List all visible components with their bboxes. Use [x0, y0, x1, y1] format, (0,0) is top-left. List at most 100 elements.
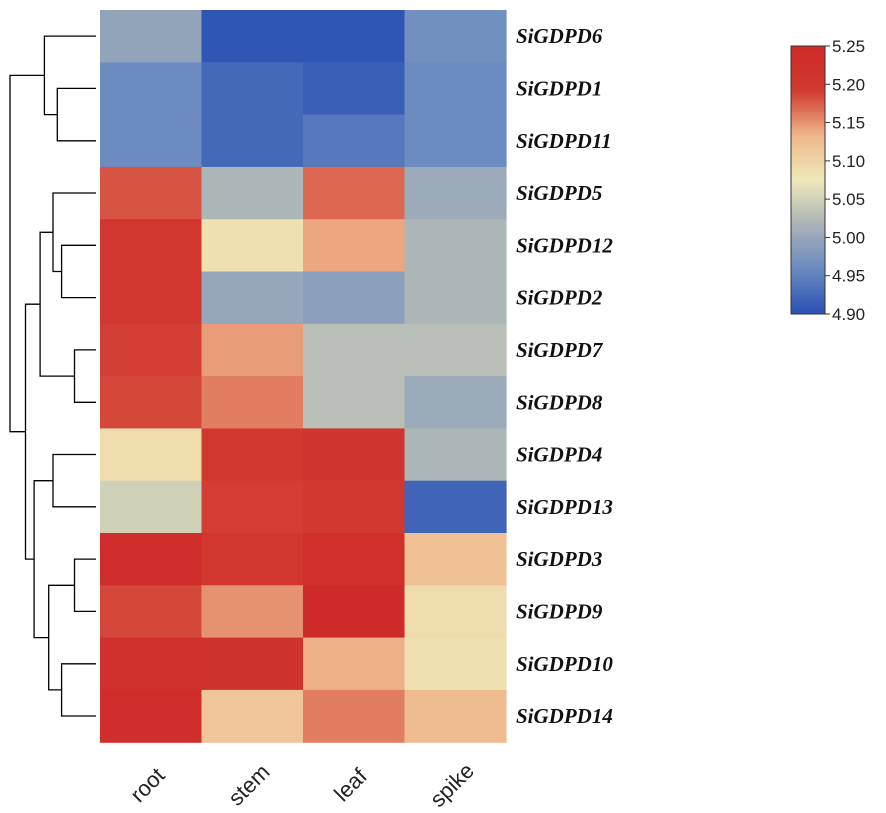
- row-label-SiGDPD10: SiGDPD10: [516, 652, 613, 676]
- heatmap-cell-SiGDPD13-root: [100, 480, 203, 534]
- heatmap-cell-SiGDPD10-root: [100, 637, 203, 691]
- row-dendrogram: [9, 35, 96, 717]
- colorbar: 5.25 5.20 5.15 5.10 5.05 5.00 4.95 4.90: [790, 37, 865, 324]
- heatmap-cell-SiGDPD12-stem: [201, 219, 304, 273]
- row-label-SiGDPD6: SiGDPD6: [516, 24, 603, 48]
- dendrogram-branch-12: [9, 74, 45, 433]
- colorbar-tick-label-5.15: 5.15: [832, 114, 865, 133]
- heatmap-cell-SiGDPD8-spike: [404, 376, 507, 429]
- dendrogram-branch-11: [24, 303, 41, 560]
- heatmap-cell-SiGDPD2-spike: [404, 271, 507, 325]
- column-label-leaf: leaf: [329, 763, 372, 806]
- heatmap-cell-SiGDPD5-stem: [201, 166, 304, 220]
- row-label-SiGDPD7: SiGDPD7: [516, 338, 604, 362]
- dendrogram-branch-3: [52, 192, 96, 273]
- heatmap-cell-SiGDPD10-leaf: [303, 637, 406, 691]
- colorbar-tick-label-5.25: 5.25: [832, 37, 865, 56]
- row-label-SiGDPD11: SiGDPD11: [516, 129, 612, 153]
- column-label-spike: spike: [425, 758, 479, 812]
- heatmap-cell-SiGDPD13-stem: [201, 480, 304, 534]
- heatmap-cell-SiGDPD9-leaf: [303, 585, 406, 639]
- heatmap-cell-SiGDPD6-spike: [404, 10, 507, 63]
- colorbar-tick-label-5.05: 5.05: [832, 190, 865, 209]
- dendrogram-branch-8: [60, 663, 96, 717]
- colorbar-tick-label-4.90: 4.90: [832, 305, 865, 324]
- heatmap-cell-SiGDPD14-leaf: [303, 689, 406, 743]
- heatmap-cell-SiGDPD2-stem: [201, 271, 304, 325]
- dendrogram-branch-5: [39, 231, 75, 377]
- colorbar-tick-label-5.00: 5.00: [832, 228, 865, 247]
- heatmap-cell-SiGDPD9-spike: [404, 585, 507, 639]
- dendrogram-branch-2: [60, 244, 96, 299]
- heatmap-cell-SiGDPD11-spike: [404, 114, 507, 168]
- heatmap-cell-SiGDPD8-root: [100, 376, 203, 429]
- heatmap-cell-SiGDPD7-stem: [201, 323, 304, 377]
- heatmap-cell-SiGDPD3-spike: [404, 533, 507, 586]
- heatmap-cells: [100, 10, 507, 743]
- heatmap-cell-SiGDPD2-leaf: [303, 271, 406, 325]
- heatmap-cell-SiGDPD2-root: [100, 271, 203, 325]
- heatmap-cell-SiGDPD3-root: [100, 533, 203, 586]
- heatmap-cell-SiGDPD14-spike: [404, 689, 507, 743]
- dendrogram-branch-6: [52, 453, 96, 508]
- column-labels: root stem leaf spike: [125, 758, 479, 812]
- heatmap-cell-SiGDPD1-spike: [404, 62, 507, 116]
- dendrogram-branch-10: [33, 480, 53, 639]
- heatmap-cell-SiGDPD14-root: [100, 689, 203, 743]
- heatmap-cell-SiGDPD7-spike: [404, 323, 507, 377]
- dendrogram-branch-4: [73, 349, 96, 403]
- heatmap-cell-SiGDPD11-root: [100, 114, 203, 168]
- heatmap-cell-SiGDPD7-root: [100, 323, 203, 377]
- heatmap-cell-SiGDPD1-leaf: [303, 62, 406, 116]
- row-label-SiGDPD12: SiGDPD12: [516, 233, 613, 257]
- heatmap-cell-SiGDPD5-spike: [404, 166, 507, 220]
- heatmap-cell-SiGDPD3-stem: [201, 533, 304, 586]
- row-labels: SiGDPD6 SiGDPD1 SiGDPD11 SiGDPD5 SiGDPD12 SiG…: [516, 24, 613, 728]
- heatmap-cell-SiGDPD11-leaf: [303, 114, 406, 168]
- heatmap-cell-SiGDPD6-stem: [201, 10, 304, 63]
- heatmap-cell-SiGDPD12-leaf: [303, 219, 406, 273]
- row-label-SiGDPD14: SiGDPD14: [516, 704, 613, 728]
- heatmap-cell-SiGDPD13-leaf: [303, 480, 406, 534]
- dendrogram-branch-0: [56, 87, 96, 142]
- heatmap-cell-SiGDPD14-stem: [201, 689, 304, 743]
- colorbar-gradient: [790, 45, 826, 315]
- heatmap-cell-SiGDPD10-stem: [201, 637, 304, 691]
- row-label-SiGDPD5: SiGDPD5: [516, 181, 602, 205]
- heatmap-cell-SiGDPD12-spike: [404, 219, 507, 273]
- heatmap-cell-SiGDPD6-leaf: [303, 10, 406, 63]
- heatmap-cell-SiGDPD5-root: [100, 166, 203, 220]
- heatmap-cell-SiGDPD8-stem: [201, 376, 304, 429]
- heatmap-cell-SiGDPD12-root: [100, 219, 203, 273]
- heatmap-cell-SiGDPD1-root: [100, 62, 203, 116]
- row-label-SiGDPD9: SiGDPD9: [516, 599, 603, 623]
- heatmap-cell-SiGDPD4-spike: [404, 428, 507, 482]
- heatmap-cell-SiGDPD9-root: [100, 585, 203, 639]
- heatmap-cell-SiGDPD6-root: [100, 10, 203, 63]
- heatmap-cell-SiGDPD8-leaf: [303, 376, 406, 429]
- heatmap-cell-SiGDPD5-leaf: [303, 166, 406, 220]
- row-label-SiGDPD2: SiGDPD2: [516, 286, 603, 310]
- heatmap-cell-SiGDPD1-stem: [201, 62, 304, 116]
- dendrogram-branch-7: [73, 558, 96, 613]
- colorbar-tick-label-5.10: 5.10: [832, 152, 865, 171]
- row-label-SiGDPD13: SiGDPD13: [516, 495, 613, 519]
- heatmap-cell-SiGDPD3-leaf: [303, 533, 406, 586]
- heatmap-cell-SiGDPD13-spike: [404, 480, 507, 534]
- heatmap-cell-SiGDPD10-spike: [404, 637, 507, 691]
- column-label-stem: stem: [223, 759, 274, 810]
- heatmap-cell-SiGDPD9-stem: [201, 585, 304, 639]
- heatmap-cell-SiGDPD11-stem: [201, 114, 304, 168]
- row-label-SiGDPD1: SiGDPD1: [516, 76, 602, 100]
- heatmap-cell-SiGDPD4-leaf: [303, 428, 406, 482]
- colorbar-tick-label-5.20: 5.20: [832, 75, 865, 94]
- heatmap-cell-SiGDPD4-stem: [201, 428, 304, 482]
- column-label-root: root: [125, 763, 169, 807]
- row-label-SiGDPD4: SiGDPD4: [516, 443, 602, 467]
- row-label-SiGDPD3: SiGDPD3: [516, 547, 602, 571]
- dendrogram-branch-1: [43, 35, 96, 116]
- colorbar-tick-label-4.95: 4.95: [832, 267, 865, 286]
- row-label-SiGDPD8: SiGDPD8: [516, 390, 603, 414]
- heatmap-cell-SiGDPD4-root: [100, 428, 203, 482]
